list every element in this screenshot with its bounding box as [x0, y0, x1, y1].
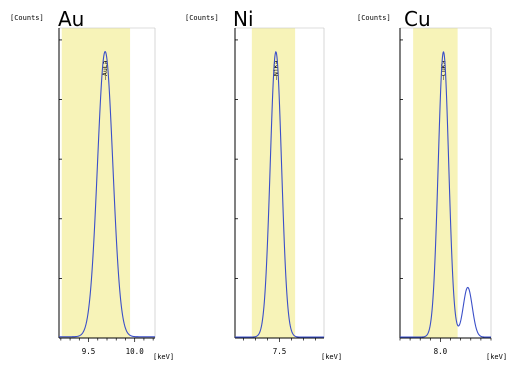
ni-y-ticks	[235, 39, 238, 279]
au-ylabel: [Counts]	[10, 14, 44, 22]
cu-spectrum-line	[400, 51, 491, 338]
ni-ylabel: [Counts]	[185, 14, 219, 22]
au-y-ticks	[59, 39, 62, 279]
ni-spectrum-line	[235, 51, 324, 338]
au-tick-label: 9.5	[82, 347, 96, 356]
cu-peak-label: —CuKa	[439, 60, 447, 80]
cu-x-ticks	[399, 338, 492, 342]
au-xlabel: [keV]	[153, 353, 174, 361]
panel-cu: [Counts] Cu 8.0 [keV] —CuKa	[357, 7, 507, 361]
ni-xlabel: [keV]	[321, 353, 342, 361]
cu-highlight-band	[413, 28, 458, 338]
au-spectrum-line	[59, 50, 155, 338]
panel-ni: [Counts] Ni 7.5 [keV] —NiKa	[185, 7, 342, 361]
au-title: Au	[58, 7, 84, 31]
panel-au: [Counts] Au 9.5 10.0 [keV] —AuLa	[10, 7, 174, 361]
ni-title: Ni	[233, 7, 254, 31]
au-x-ticks	[60, 338, 154, 342]
cu-ylabel: [Counts]	[357, 14, 391, 22]
cu-title: Cu	[404, 7, 431, 31]
cu-tick-label: 8.0	[434, 347, 448, 356]
cu-xlabel: [keV]	[486, 353, 507, 361]
cu-y-ticks	[400, 39, 403, 279]
au-peak-label: —AuLa	[101, 60, 109, 80]
au-highlight-band	[61, 28, 131, 338]
ni-tick-label: 7.5	[273, 347, 287, 356]
ni-peak-label: —NiKa	[272, 60, 280, 80]
ni-x-ticks	[243, 338, 316, 342]
au-tick-label: 10.0	[126, 347, 145, 356]
